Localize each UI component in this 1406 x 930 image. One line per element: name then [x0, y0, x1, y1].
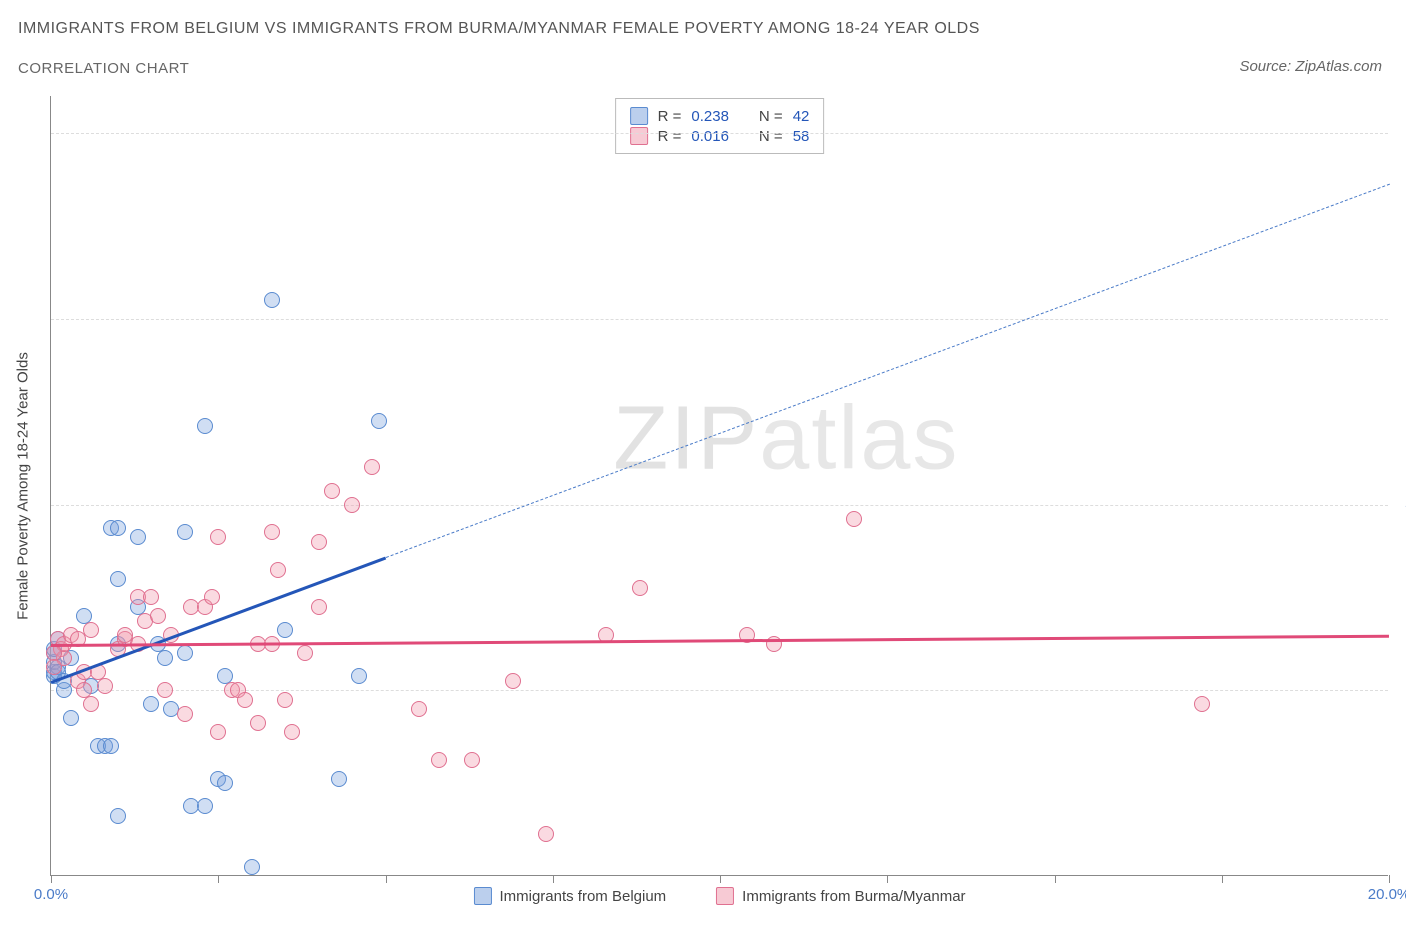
data-point: [1194, 696, 1210, 712]
data-point: [344, 497, 360, 513]
data-point: [277, 622, 293, 638]
legend-swatch: [473, 887, 491, 905]
data-point: [250, 715, 266, 731]
data-point: [505, 673, 521, 689]
data-point: [83, 696, 99, 712]
chart-legend: Immigrants from Belgium Immigrants from B…: [473, 887, 965, 905]
data-point: [351, 668, 367, 684]
data-point: [83, 622, 99, 638]
data-point: [632, 580, 648, 596]
y-tick-label: 20.0%: [1393, 682, 1406, 699]
gridline: [51, 319, 1388, 320]
data-point: [143, 589, 159, 605]
data-point: [110, 520, 126, 536]
x-tick: [386, 875, 387, 883]
data-point: [237, 692, 253, 708]
y-tick-label: 40.0%: [1393, 496, 1406, 513]
stat-n-label: N =: [759, 108, 783, 125]
data-point: [538, 826, 554, 842]
data-point: [110, 808, 126, 824]
data-point: [264, 524, 280, 540]
x-tick: [1389, 875, 1390, 883]
stat-r-value: 0.016: [691, 128, 729, 145]
data-point: [846, 511, 862, 527]
gridline: [51, 505, 1388, 506]
data-point: [130, 529, 146, 545]
legend-swatch: [630, 127, 648, 145]
data-point: [411, 701, 427, 717]
stat-n-value: 42: [793, 108, 810, 125]
data-point: [177, 706, 193, 722]
legend-swatch: [716, 887, 734, 905]
gridline: [51, 133, 1388, 134]
data-point: [311, 534, 327, 550]
data-point: [157, 650, 173, 666]
data-point: [177, 645, 193, 661]
data-point: [110, 571, 126, 587]
stats-row: R = 0.238 N = 42: [630, 107, 810, 125]
data-point: [103, 738, 119, 754]
chart-title: IMMIGRANTS FROM BELGIUM VS IMMIGRANTS FR…: [18, 20, 980, 38]
data-point: [46, 659, 62, 675]
data-point: [270, 562, 286, 578]
legend-item: Immigrants from Belgium: [473, 887, 666, 905]
data-point: [244, 859, 260, 875]
x-tick: [1055, 875, 1056, 883]
gridline: [51, 690, 1388, 691]
data-point: [97, 678, 113, 694]
data-point: [204, 589, 220, 605]
trendline-belgium: [51, 557, 386, 684]
stats-row: R = 0.016 N = 58: [630, 127, 810, 145]
stat-r-value: 0.238: [691, 108, 729, 125]
data-point: [331, 771, 347, 787]
correlation-stats-box: R = 0.238 N = 42 R = 0.016 N = 58: [615, 98, 825, 154]
chart-subtitle: CORRELATION CHART: [18, 60, 189, 77]
data-point: [177, 524, 193, 540]
trendline-belgium-dashed: [385, 183, 1389, 557]
data-point: [431, 752, 447, 768]
stat-r-label: R =: [658, 108, 682, 125]
data-point: [297, 645, 313, 661]
data-point: [324, 483, 340, 499]
data-point: [217, 775, 233, 791]
legend-item: Immigrants from Burma/Myanmar: [716, 887, 965, 905]
x-tick: [553, 875, 554, 883]
data-point: [143, 696, 159, 712]
x-tick: [1222, 875, 1223, 883]
source-attribution: Source: ZipAtlas.com: [1239, 58, 1382, 75]
data-point: [197, 798, 213, 814]
data-point: [371, 413, 387, 429]
data-point: [197, 418, 213, 434]
data-point: [284, 724, 300, 740]
data-point: [63, 710, 79, 726]
x-tick: [218, 875, 219, 883]
data-point: [157, 682, 173, 698]
x-tick: [720, 875, 721, 883]
chart-plot-area: Female Poverty Among 18-24 Year Olds ZIP…: [50, 96, 1388, 876]
watermark: ZIPatlas: [613, 387, 959, 490]
x-tick-label: 0.0%: [34, 886, 68, 903]
stat-r-label: R =: [658, 128, 682, 145]
y-tick-label: 60.0%: [1393, 310, 1406, 327]
data-point: [464, 752, 480, 768]
data-point: [311, 599, 327, 615]
data-point: [210, 529, 226, 545]
stat-n-value: 58: [793, 128, 810, 145]
legend-label: Immigrants from Belgium: [499, 888, 666, 905]
data-point: [210, 724, 226, 740]
data-point: [150, 608, 166, 624]
data-point: [277, 692, 293, 708]
x-tick-label: 20.0%: [1368, 886, 1406, 903]
legend-label: Immigrants from Burma/Myanmar: [742, 888, 965, 905]
y-axis-label: Female Poverty Among 18-24 Year Olds: [15, 352, 32, 620]
x-tick: [51, 875, 52, 883]
data-point: [364, 459, 380, 475]
x-tick: [887, 875, 888, 883]
y-tick-label: 80.0%: [1393, 125, 1406, 142]
legend-swatch: [630, 107, 648, 125]
stat-n-label: N =: [759, 128, 783, 145]
data-point: [264, 292, 280, 308]
